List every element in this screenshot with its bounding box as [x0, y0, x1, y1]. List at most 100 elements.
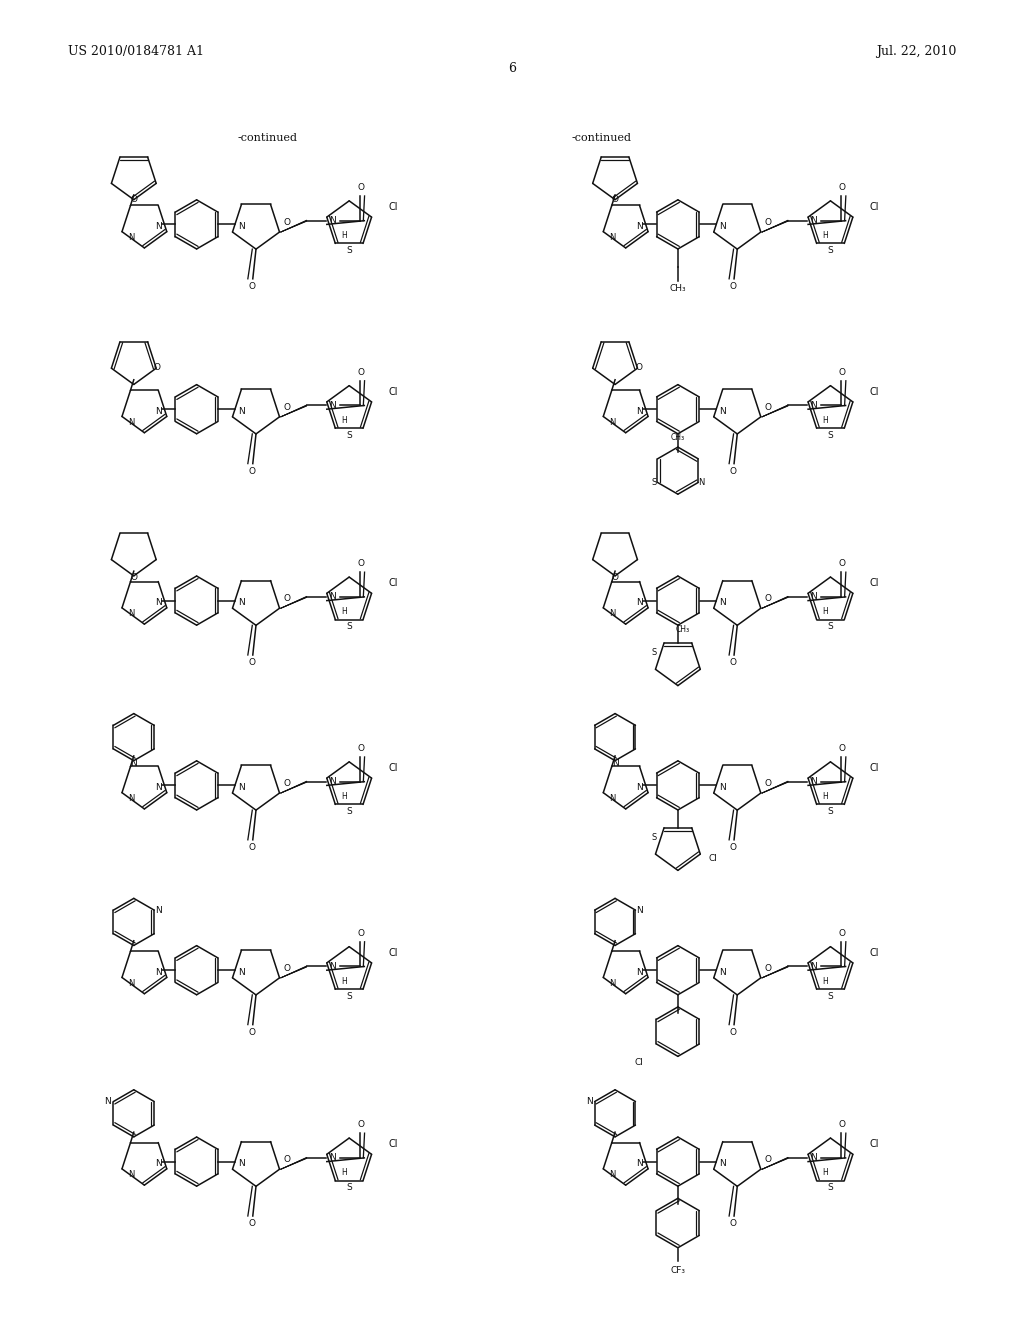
Text: H: H: [341, 977, 347, 986]
Text: S: S: [827, 807, 834, 816]
Text: O: O: [357, 1119, 365, 1129]
Text: N: N: [330, 962, 336, 972]
Text: H: H: [822, 792, 828, 801]
Text: S: S: [346, 622, 352, 631]
Text: O: O: [357, 743, 365, 752]
Text: N: N: [128, 417, 134, 426]
Text: O: O: [839, 558, 846, 568]
Text: N: N: [698, 478, 705, 487]
Text: N: N: [128, 793, 134, 803]
Text: Cl: Cl: [635, 1057, 644, 1067]
Text: O: O: [248, 657, 255, 667]
Text: O: O: [284, 218, 291, 227]
Text: N: N: [155, 1159, 162, 1168]
Text: Cl: Cl: [388, 948, 397, 957]
Text: N: N: [609, 417, 615, 426]
Text: O: O: [765, 403, 772, 412]
Text: S: S: [651, 648, 657, 657]
Text: S: S: [651, 833, 657, 842]
Text: O: O: [357, 367, 365, 376]
Text: O: O: [729, 466, 736, 475]
Text: N: N: [238, 598, 245, 607]
Text: O: O: [765, 594, 772, 603]
Text: H: H: [822, 607, 828, 616]
Text: O: O: [248, 842, 255, 851]
Text: S: S: [346, 1183, 352, 1192]
Text: S: S: [346, 807, 352, 816]
Text: N: N: [719, 968, 726, 977]
Text: O: O: [729, 1027, 736, 1036]
Text: O: O: [729, 842, 736, 851]
Text: Cl: Cl: [869, 387, 879, 396]
Text: N: N: [719, 222, 726, 231]
Text: O: O: [357, 558, 365, 568]
Text: Cl: Cl: [869, 948, 879, 957]
Text: N: N: [609, 793, 615, 803]
Text: O: O: [284, 594, 291, 603]
Text: N: N: [719, 783, 726, 792]
Text: N: N: [637, 906, 643, 915]
Text: N: N: [586, 1097, 593, 1106]
Text: N: N: [811, 777, 817, 787]
Text: N: N: [238, 968, 245, 977]
Text: N: N: [719, 407, 726, 416]
Text: N: N: [155, 968, 162, 977]
Text: O: O: [611, 195, 618, 205]
Text: S: S: [346, 430, 352, 440]
Text: N: N: [330, 777, 336, 787]
Text: O: O: [248, 1027, 255, 1036]
Text: N: N: [609, 609, 615, 618]
Text: S: S: [651, 478, 657, 487]
Text: O: O: [839, 367, 846, 376]
Text: N: N: [155, 783, 162, 792]
Text: N: N: [155, 598, 162, 607]
Text: S: S: [827, 430, 834, 440]
Text: N: N: [811, 401, 817, 411]
Text: O: O: [729, 657, 736, 667]
Text: H: H: [822, 231, 828, 240]
Text: N: N: [636, 1159, 643, 1168]
Text: N: N: [811, 216, 817, 226]
Text: O: O: [284, 403, 291, 412]
Text: N: N: [155, 222, 162, 231]
Text: N: N: [609, 232, 615, 242]
Text: O: O: [284, 779, 291, 788]
Text: Jul. 22, 2010: Jul. 22, 2010: [876, 45, 956, 58]
Text: N: N: [636, 407, 643, 416]
Text: O: O: [248, 466, 255, 475]
Text: N: N: [104, 1097, 112, 1106]
Text: H: H: [341, 231, 347, 240]
Text: Cl: Cl: [388, 202, 397, 211]
Text: Cl: Cl: [869, 763, 879, 772]
Text: S: S: [827, 991, 834, 1001]
Text: N: N: [330, 401, 336, 411]
Text: Cl: Cl: [388, 1139, 397, 1148]
Text: N: N: [609, 978, 615, 987]
Text: H: H: [341, 1168, 347, 1177]
Text: N: N: [156, 906, 162, 915]
Text: H: H: [822, 1168, 828, 1177]
Text: N: N: [238, 407, 245, 416]
Text: O: O: [611, 573, 618, 582]
Text: O: O: [729, 1218, 736, 1228]
Text: O: O: [765, 779, 772, 788]
Text: N: N: [811, 593, 817, 602]
Text: S: S: [346, 991, 352, 1001]
Text: -continued: -continued: [571, 133, 632, 143]
Text: N: N: [719, 1159, 726, 1168]
Text: N: N: [238, 783, 245, 792]
Text: N: N: [330, 1154, 336, 1163]
Text: N: N: [330, 593, 336, 602]
Text: N: N: [128, 1170, 134, 1179]
Text: O: O: [839, 928, 846, 937]
Text: O: O: [130, 573, 137, 582]
Text: CH₃: CH₃: [676, 624, 689, 634]
Text: O: O: [357, 928, 365, 937]
Text: S: S: [346, 246, 352, 255]
Text: N: N: [636, 598, 643, 607]
Text: O: O: [154, 363, 161, 372]
Text: O: O: [839, 743, 846, 752]
Text: H: H: [341, 792, 347, 801]
Text: O: O: [765, 964, 772, 973]
Text: N: N: [811, 962, 817, 972]
